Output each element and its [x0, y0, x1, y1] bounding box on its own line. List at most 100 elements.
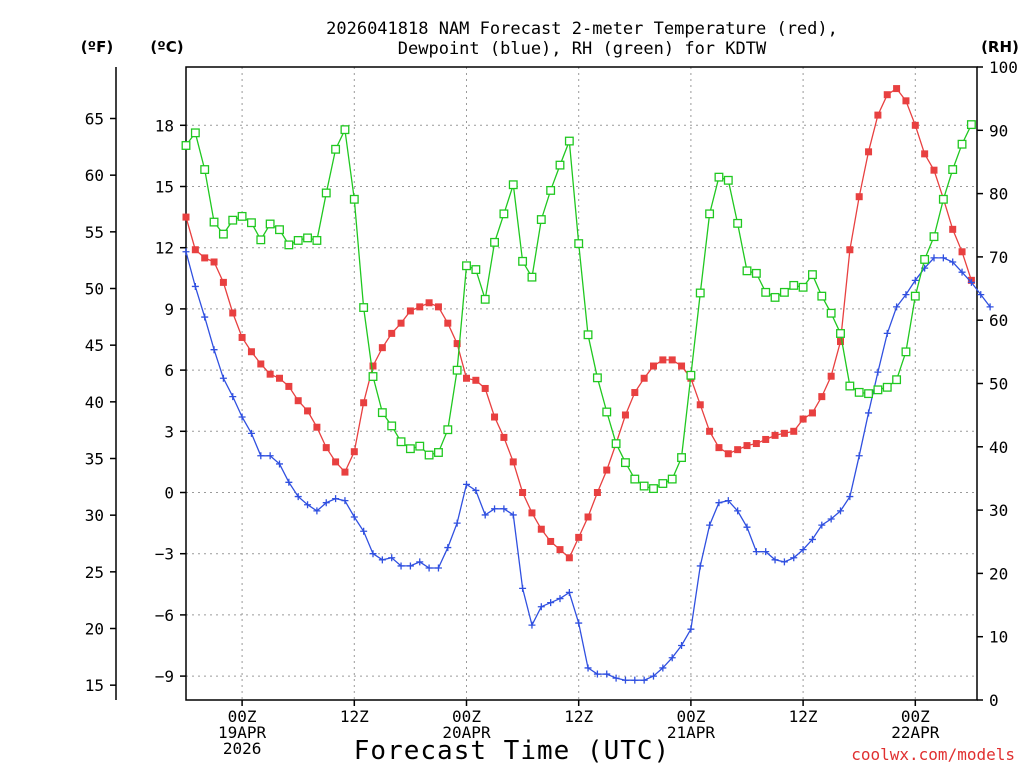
- dewpoint-point: [584, 664, 592, 672]
- rh-point: [368, 372, 378, 381]
- rh-point: [228, 215, 238, 225]
- dewpoint-point: [322, 499, 330, 507]
- temperature-point: [865, 148, 873, 156]
- rh-point: [387, 421, 397, 431]
- temperature-point: [425, 299, 433, 307]
- dewpoint-point: [500, 505, 508, 513]
- dewpoint-point: [808, 535, 816, 543]
- dewpoint-point: [341, 497, 349, 505]
- dewpoint-point: [537, 603, 545, 611]
- temperature-point: [593, 489, 601, 496]
- rh-point: [209, 217, 219, 227]
- temperature-point: [575, 533, 583, 541]
- temperature-point: [556, 546, 564, 554]
- rh-point: [443, 425, 453, 435]
- rh-point: [312, 235, 322, 245]
- rh-point: [705, 209, 715, 219]
- dewpoint-point: [378, 556, 386, 564]
- rh-point: [966, 120, 976, 130]
- rh-point: [798, 282, 808, 292]
- rh-point: [910, 291, 920, 301]
- rh-point: [471, 265, 481, 275]
- dewpoint-point: [519, 584, 527, 592]
- rh-tick-label: 20: [989, 564, 1008, 583]
- dewpoint-point: [453, 519, 461, 527]
- dewpoint-point: [780, 558, 788, 566]
- dewpoint-point: [771, 556, 779, 564]
- rh-tick-label: 30: [989, 501, 1008, 520]
- temperature-point: [453, 340, 461, 348]
- temperature-point: [285, 382, 293, 390]
- rh-point: [480, 294, 490, 304]
- temperature-point: [229, 309, 237, 317]
- rh-point: [218, 229, 228, 239]
- celsius-tick-label: −3: [155, 545, 174, 564]
- dewpoint-point: [388, 554, 396, 562]
- dewpoint-point: [930, 254, 938, 262]
- rh-point: [770, 292, 780, 302]
- temperature-point: [276, 374, 283, 382]
- dewpoint-point: [350, 513, 358, 521]
- temperature-point: [519, 489, 527, 496]
- dewpoint-point: [285, 478, 293, 486]
- dewpoint-point: [837, 507, 844, 515]
- rh-point: [359, 303, 369, 312]
- dewpoint-point: [696, 562, 704, 570]
- temperature-point: [883, 91, 891, 99]
- celsius-tick-label: 15: [155, 178, 174, 197]
- rh-point: [789, 280, 799, 290]
- rh-point: [265, 219, 275, 229]
- temperature-point: [565, 554, 573, 562]
- temperature-point: [388, 329, 396, 337]
- rh-point: [957, 139, 967, 149]
- dewpoint-point: [612, 674, 620, 682]
- rh-point: [462, 261, 471, 271]
- temperature-point: [706, 427, 714, 435]
- dewpoint-point: [509, 511, 517, 519]
- temperature-point: [313, 423, 321, 431]
- rh-point: [714, 172, 724, 182]
- temperature-point: [603, 466, 611, 474]
- temperature-point: [734, 446, 742, 454]
- dewpoint-point: [893, 303, 901, 311]
- temperature-point: [855, 193, 863, 201]
- temperature-point: [808, 409, 816, 417]
- dewpoint-point: [247, 429, 255, 437]
- grid-lines: [186, 67, 977, 700]
- dewpoint-point: [827, 515, 835, 523]
- rh-point: [938, 194, 948, 204]
- dewpoint-point: [911, 276, 919, 284]
- plot-frame: [185, 66, 978, 701]
- x-axis-title: Forecast Time (UTC): [354, 736, 670, 766]
- temperature-point: [958, 248, 966, 256]
- rh-axis-label: (RH): [981, 38, 1019, 56]
- dewpoint-point: [865, 409, 873, 417]
- rh-point: [200, 165, 210, 174]
- dewpoint-point: [332, 495, 340, 503]
- rh-point: [527, 272, 537, 282]
- rh-point: [536, 215, 546, 225]
- rh-point: [901, 347, 911, 357]
- dewpoint-point: [565, 588, 573, 596]
- dewpoint-point: [434, 564, 442, 572]
- series-line-blue: [185, 251, 991, 681]
- rh-point: [611, 439, 621, 449]
- temperature-point: [874, 111, 882, 119]
- chart-title-line-2: Dewpoint (blue), RH (green) for KDTW: [398, 39, 767, 59]
- fahrenheit-tick-label: 60: [85, 166, 104, 185]
- chart-title-line-1: 2026041818 NAM Forecast 2-meter Temperat…: [326, 19, 838, 39]
- rh-tick-label: 40: [989, 438, 1008, 457]
- rh-point: [508, 180, 518, 190]
- fahrenheit-tick-label: 55: [85, 223, 104, 242]
- time-tick-label: 12Z: [564, 707, 593, 726]
- fahrenheit-tick-label: 40: [85, 393, 104, 412]
- rh-point: [555, 160, 565, 170]
- temperature-point: [696, 401, 704, 409]
- temperature-point: [668, 356, 676, 364]
- rh-point: [275, 225, 284, 235]
- celsius-tick-label: −9: [155, 667, 174, 686]
- temperature-point: [827, 372, 835, 380]
- time-tick-label: 2026: [223, 739, 262, 758]
- dewpoint-point: [491, 505, 499, 513]
